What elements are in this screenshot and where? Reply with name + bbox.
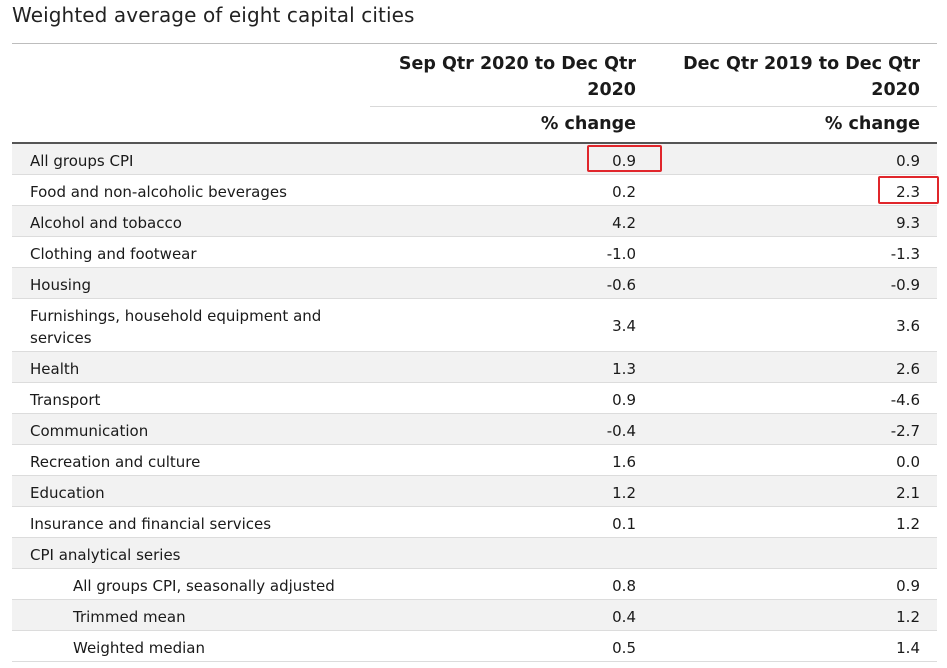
table-row: Trimmed mean 0.4 1.2 xyxy=(12,600,937,631)
quarterly-value: 4.2 xyxy=(612,214,636,232)
table-row: Clothing and footwear -1.0 -1.3 xyxy=(12,237,937,268)
row-label: CPI analytical series xyxy=(30,546,181,564)
annual-value: 2.1 xyxy=(896,484,920,502)
column-heading-annual: Dec Qtr 2019 to Dec Qtr 2020 xyxy=(683,54,920,100)
quarterly-value: -0.6 xyxy=(606,276,636,294)
row-label: Trimmed mean xyxy=(73,608,186,626)
row-label: Insurance and financial services xyxy=(30,515,272,533)
annual-value: -4.6 xyxy=(890,391,920,409)
table-row: Education 1.2 2.1 xyxy=(12,476,937,507)
quarterly-value: 0.9 xyxy=(612,152,636,170)
annual-value: 2.3 xyxy=(896,183,920,201)
table-row: All groups CPI, seasonally adjusted 0.8 … xyxy=(12,569,937,600)
table-row-section-heading: CPI analytical series xyxy=(12,538,937,569)
quarterly-value: 0.5 xyxy=(612,639,636,657)
quarterly-value: 0.9 xyxy=(612,391,636,409)
header-divider xyxy=(370,106,937,107)
table-row: Food and non-alcoholic beverages 0.2 2.3 xyxy=(12,175,937,206)
table-header: Sep Qtr 2020 to Dec Qtr 2020 Dec Qtr 201… xyxy=(12,44,937,107)
quarterly-value: 3.4 xyxy=(612,317,636,335)
row-label: Furnishings, household equipment and ser… xyxy=(30,307,322,347)
annual-value: -1.3 xyxy=(890,245,920,263)
annual-value: -0.9 xyxy=(890,276,920,294)
page-title: Weighted average of eight capital cities xyxy=(12,3,415,27)
row-label: Recreation and culture xyxy=(30,453,201,471)
annual-value: 9.3 xyxy=(896,214,920,232)
quarterly-value: 1.3 xyxy=(612,360,636,378)
annual-value: 0.9 xyxy=(896,152,920,170)
row-label: Food and non-alcoholic beverages xyxy=(30,183,287,201)
highlight-box-all-groups-quarterly xyxy=(587,145,662,172)
row-label: Transport xyxy=(30,391,101,409)
annual-value: 2.6 xyxy=(896,360,920,378)
cpi-table: Sep Qtr 2020 to Dec Qtr 2020 Dec Qtr 201… xyxy=(12,43,937,662)
annual-value: 0.0 xyxy=(896,453,920,471)
table-row: Health 1.3 2.6 xyxy=(12,352,937,383)
row-label: Health xyxy=(30,360,80,378)
row-label: Weighted median xyxy=(73,639,206,657)
table-row: Housing -0.6 -0.9 xyxy=(12,268,937,299)
row-label: Education xyxy=(30,484,105,502)
row-label: All groups CPI, seasonally adjusted xyxy=(73,577,335,595)
column-heading-quarterly: Sep Qtr 2020 to Dec Qtr 2020 xyxy=(398,54,636,100)
table-row: Recreation and culture 1.6 0.0 xyxy=(12,445,937,476)
quarterly-value: 1.2 xyxy=(612,484,636,502)
table-unit-header: % change % change xyxy=(12,107,937,144)
quarterly-value: 0.4 xyxy=(612,608,636,626)
annual-value: 1.4 xyxy=(896,639,920,657)
column-unit-quarterly: % change xyxy=(540,114,636,134)
row-label: All groups CPI xyxy=(30,152,134,170)
table-row: Insurance and financial services 0.1 1.2 xyxy=(12,507,937,538)
table-row: Weighted median 0.5 1.4 xyxy=(12,631,937,662)
quarterly-value: 1.6 xyxy=(612,453,636,471)
annual-value: -2.7 xyxy=(890,422,920,440)
quarterly-value: -1.0 xyxy=(606,245,636,263)
row-label: Clothing and footwear xyxy=(30,245,197,263)
quarterly-value: 0.1 xyxy=(612,515,636,533)
row-label: Housing xyxy=(30,276,91,294)
table-row: Communication -0.4 -2.7 xyxy=(12,414,937,445)
annual-value: 1.2 xyxy=(896,608,920,626)
quarterly-value: -0.4 xyxy=(606,422,636,440)
table-row: All groups CPI 0.9 0.9 xyxy=(12,144,937,175)
quarterly-value: 0.8 xyxy=(612,577,636,595)
table-row: Alcohol and tobacco 4.2 9.3 xyxy=(12,206,937,237)
annual-value: 3.6 xyxy=(896,317,920,335)
row-label: Communication xyxy=(30,422,149,440)
annual-value: 0.9 xyxy=(896,577,920,595)
annual-value: 1.2 xyxy=(896,515,920,533)
column-unit-annual: % change xyxy=(824,114,920,134)
table-row: Transport 0.9 -4.6 xyxy=(12,383,937,414)
quarterly-value: 0.2 xyxy=(612,183,636,201)
highlight-box-food-annual xyxy=(878,176,939,204)
table-row: Furnishings, household equipment and ser… xyxy=(12,299,937,352)
row-label: Alcohol and tobacco xyxy=(30,214,182,232)
